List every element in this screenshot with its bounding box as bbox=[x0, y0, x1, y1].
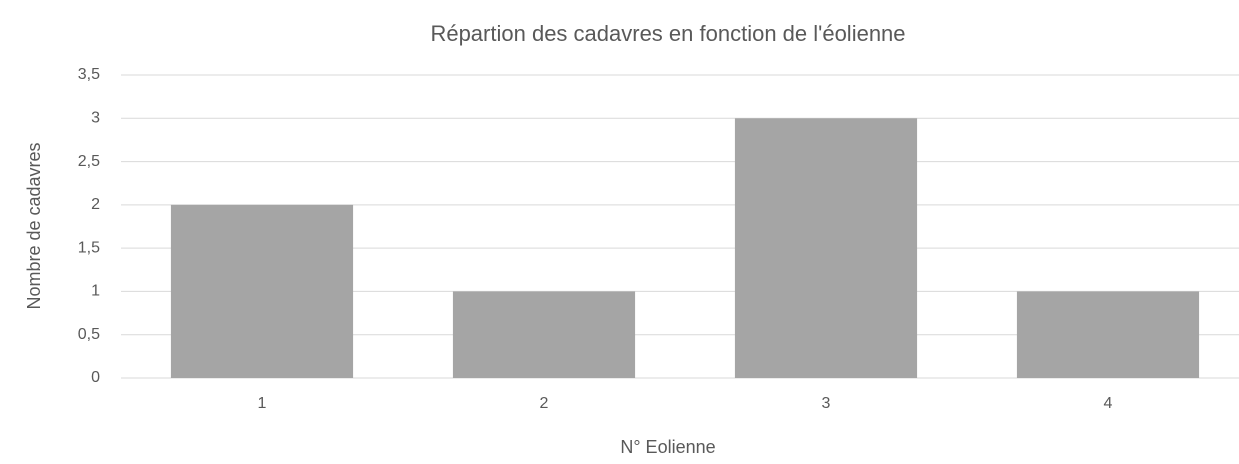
y-tick-label: 2 bbox=[91, 196, 100, 213]
y-tick-label: 2,5 bbox=[78, 153, 100, 170]
y-axis-title: Nombre de cadavres bbox=[24, 142, 44, 309]
x-tick-label: 3 bbox=[822, 395, 831, 412]
x-tick-label: 2 bbox=[540, 395, 549, 412]
y-tick-label: 0,5 bbox=[78, 326, 100, 343]
bar bbox=[452, 291, 636, 378]
bar bbox=[170, 204, 354, 378]
y-tick-label: 1,5 bbox=[78, 239, 100, 256]
x-tick-label: 1 bbox=[258, 395, 267, 412]
chart-title: Répartion des cadavres en fonction de l'… bbox=[430, 21, 905, 46]
y-tick-label: 3 bbox=[91, 110, 100, 127]
x-tick-label: 4 bbox=[1104, 395, 1113, 412]
y-tick-label: 0 bbox=[91, 369, 100, 386]
x-axis-title: N° Eolienne bbox=[620, 437, 715, 457]
y-tick-label: 3,5 bbox=[78, 66, 100, 83]
y-tick-label: 1 bbox=[91, 283, 100, 300]
bar bbox=[734, 118, 918, 379]
bar bbox=[1016, 291, 1200, 378]
